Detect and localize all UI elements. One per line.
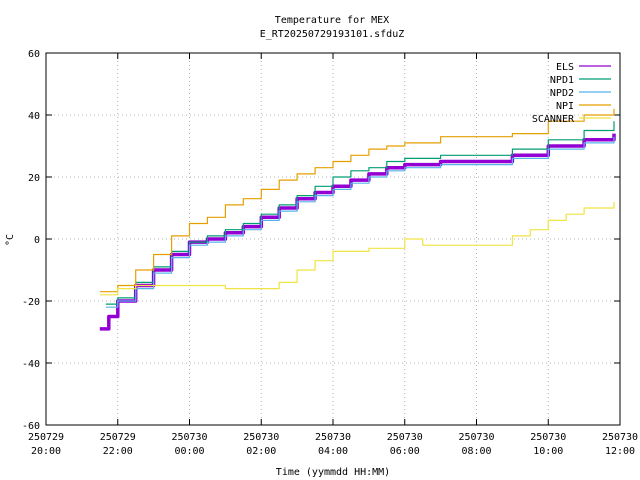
y-tick-label: 0 <box>34 235 40 246</box>
x-tick-label-time: 20:00 <box>31 446 61 457</box>
y-tick-label: -20 <box>22 297 40 308</box>
y-tick-label: -60 <box>22 421 40 432</box>
y-tick-label: 60 <box>28 49 40 60</box>
legend-label-scanner: SCANNER <box>532 114 575 125</box>
chart-subtitle: E_RT20250729193101.sfduZ <box>260 29 405 40</box>
x-tick-label-date: 250729 <box>100 432 136 443</box>
legend-label-npi: NPI <box>556 101 574 112</box>
x-tick-label-date: 250730 <box>458 432 494 443</box>
series-line-npd1 <box>105 121 615 305</box>
x-tick-label-date: 250730 <box>387 432 423 443</box>
chart-title: Temperature for MEX <box>275 15 389 26</box>
x-tick-label-date: 250730 <box>530 432 566 443</box>
y-axis-label: °C <box>5 234 16 246</box>
plot-frame <box>45 52 621 426</box>
series-line-npd2 <box>105 136 615 308</box>
x-tick-label-time: 10:00 <box>533 446 563 457</box>
y-tick-label: -40 <box>22 359 40 370</box>
legend-label-els: ELS <box>556 62 574 73</box>
x-axis-label: Time (yymmdd HH:MM) <box>276 467 390 478</box>
series-line-npi <box>99 108 615 293</box>
series-lines <box>99 108 616 331</box>
x-tick-label-time: 22:00 <box>103 446 133 457</box>
x-tick-label-date: 250730 <box>315 432 351 443</box>
y-tick-label: 20 <box>28 173 40 184</box>
x-tick-label-date: 250730 <box>602 432 638 443</box>
x-tick-label-time: 06:00 <box>390 446 420 457</box>
x-tick-label-time: 00:00 <box>174 446 204 457</box>
x-tick-label-time: 02:00 <box>246 446 276 457</box>
legend-label-npd2: NPD2 <box>550 88 574 99</box>
legend-label-npd1: NPD1 <box>550 75 574 86</box>
series-line-scanner <box>99 201 615 296</box>
x-tick-label-time: 12:00 <box>605 446 635 457</box>
axis-ticks: -60 -40 -20 0 20 40 60 250729 20:00 250729 22:00 25… <box>22 49 638 457</box>
series-line-els <box>99 133 616 331</box>
y-tick-label: 40 <box>28 111 40 122</box>
x-tick-label-date: 250730 <box>243 432 279 443</box>
x-tick-label-date: 250729 <box>28 432 64 443</box>
x-tick-label-date: 250730 <box>171 432 207 443</box>
legend: ELS NPD1 NPD2 NPI SCANNER <box>532 62 611 125</box>
x-tick-label-time: 08:00 <box>461 446 491 457</box>
grid-lines <box>46 53 620 425</box>
x-tick-label-time: 04:00 <box>318 446 348 457</box>
